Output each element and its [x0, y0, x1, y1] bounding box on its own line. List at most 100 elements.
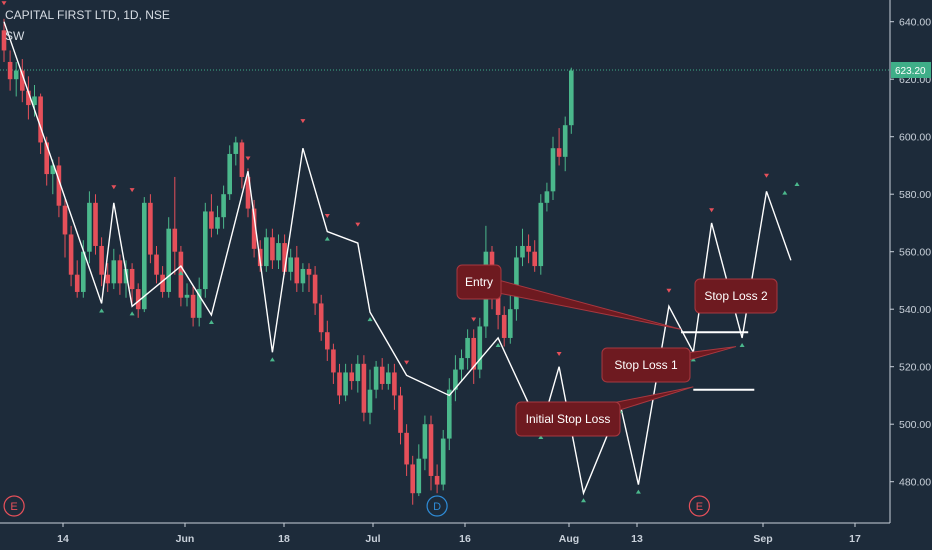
swing-low-marker [446, 400, 452, 405]
candle-body [477, 326, 483, 370]
candle-body [306, 268, 312, 275]
x-tick-label: 13 [631, 533, 643, 545]
swing-high-marker [300, 119, 306, 124]
candle-body [251, 208, 257, 249]
candle-body [203, 211, 208, 290]
swing-low-marker [269, 357, 275, 362]
swing-low-marker [178, 271, 184, 276]
swing-low-marker [739, 342, 745, 347]
candle-body [184, 294, 190, 298]
y-tick-label: 580.00 [899, 189, 931, 201]
swing-high-marker [709, 208, 715, 213]
swing-high-marker [471, 317, 477, 322]
candle-body [520, 245, 525, 258]
candle-body [81, 251, 86, 292]
candle-body [239, 142, 245, 177]
candle-body [123, 268, 129, 284]
last-price-label: 623.20 [895, 66, 926, 77]
y-tick-label: 560.00 [899, 247, 931, 259]
annotation-box [694, 278, 778, 314]
swing-low-marker [367, 317, 373, 322]
swing-low-marker [495, 342, 501, 347]
candle-body [550, 148, 556, 192]
swing-low-marker [782, 190, 788, 195]
candle-body [276, 243, 281, 261]
x-tick-label: Jul [365, 533, 380, 545]
candle-body [379, 366, 385, 384]
candle-body [227, 153, 232, 195]
swing-low-marker [129, 311, 135, 316]
y-tick-label: 540.00 [899, 304, 931, 316]
candle-body [135, 289, 141, 310]
candle-body [74, 274, 80, 292]
swing-low-marker [99, 308, 105, 313]
x-tick-label: Sep [753, 533, 772, 545]
candle-body [282, 243, 287, 272]
candle-body [404, 432, 409, 465]
candle-body [367, 389, 373, 413]
candle-body [355, 363, 361, 382]
candle-body [117, 260, 123, 284]
candle-body [416, 458, 422, 494]
candle-body [453, 369, 458, 390]
candle-body [428, 424, 434, 476]
y-tick-label: 520.00 [899, 362, 931, 374]
swing-high-marker [355, 222, 361, 227]
swing-low-marker [635, 489, 641, 494]
candle-body [38, 96, 43, 143]
indicator-label: SW [5, 29, 25, 43]
candle-body [569, 70, 574, 126]
event-marker [3, 495, 25, 517]
candle-body [410, 464, 415, 494]
candle-body [325, 332, 330, 350]
annotation-box [456, 264, 502, 300]
candle-body [501, 314, 507, 338]
last-price-badge [891, 62, 931, 78]
candle-body [160, 274, 165, 292]
candle-body [105, 274, 110, 284]
candle-body [398, 395, 403, 433]
swing-high-marker [666, 288, 672, 293]
candle-body [465, 337, 470, 359]
swing-low-marker [208, 319, 214, 324]
candle-body [392, 372, 397, 396]
candle-body [62, 205, 68, 235]
swing-high-marker [556, 351, 562, 356]
candle-body [221, 194, 226, 218]
swing-low-marker [690, 357, 696, 362]
candle-body [1, 30, 7, 51]
y-tick-label: 600.00 [899, 132, 931, 144]
candle-body [495, 294, 501, 315]
annotation-box [601, 347, 691, 383]
swing-low-marker [794, 181, 800, 186]
candle-body [532, 251, 537, 267]
candle-body [508, 309, 513, 338]
candle-body [20, 70, 25, 91]
candle-body [245, 176, 251, 209]
candle-body [361, 363, 367, 413]
candle-body [233, 142, 239, 154]
candle-body [264, 237, 269, 267]
candle-body [337, 372, 342, 396]
swing-high-marker [404, 360, 410, 365]
candle-body [349, 372, 354, 382]
swing-high-marker [129, 188, 135, 193]
swing-low-marker [538, 434, 544, 439]
y-tick-label: 640.00 [899, 17, 931, 29]
candle-body [343, 372, 348, 396]
candle-body [26, 90, 31, 106]
candle-body [56, 165, 62, 206]
candle-body [434, 475, 440, 485]
candle-body [538, 202, 544, 267]
candle-body [166, 228, 171, 292]
annotation-label: Stop Loss 1 [614, 358, 678, 372]
candle-body [209, 211, 214, 229]
annotation-label: Entry [465, 275, 493, 289]
swing-high-marker [111, 185, 117, 190]
candle-body [270, 237, 275, 261]
candle-body [190, 294, 196, 318]
candle-body [32, 96, 37, 106]
chart-title: CAPITAL FIRST LTD, 1D, NSE [5, 8, 170, 22]
